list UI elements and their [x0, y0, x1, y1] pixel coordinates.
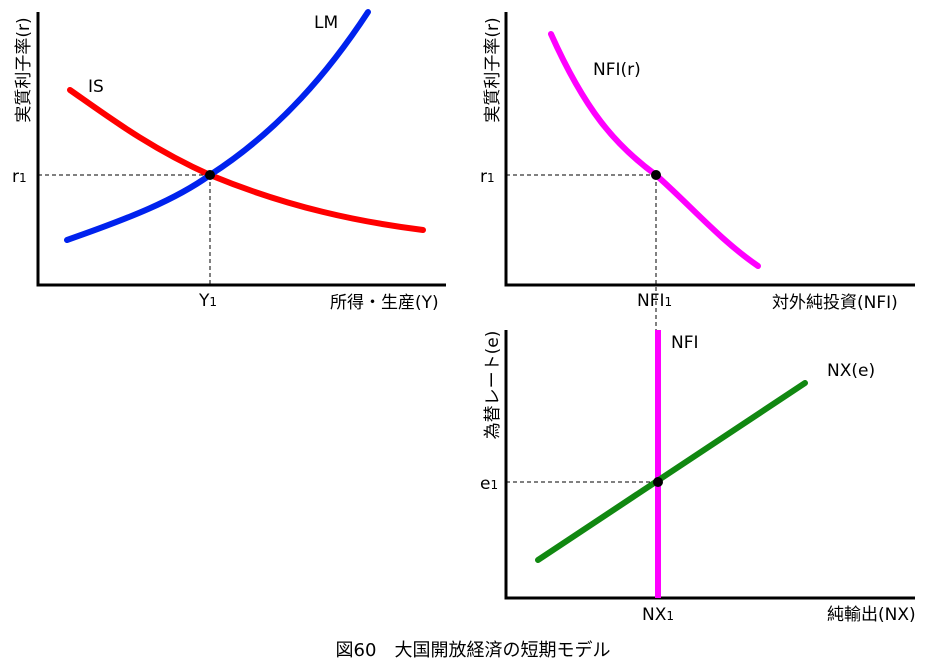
- is-curve: [67, 87, 426, 233]
- nx1-tick-label: NX1: [642, 605, 674, 625]
- e1-tick-label: e1: [480, 474, 498, 494]
- nfi-r-curve-label: NFI(r): [593, 60, 641, 80]
- nfi-y-axis-label: 実質利子率(r): [483, 17, 503, 122]
- nfi-axes: [504, 12, 915, 287]
- r1-tick-label: r1: [12, 167, 27, 187]
- figure-caption: 図60 大国開放経済の短期モデル: [336, 640, 611, 661]
- nfi-x-axis-label: 対外純投資(NFI): [772, 293, 898, 313]
- is-lm-x-axis-label: 所得・生産(Y): [330, 293, 439, 313]
- nfi1-tick-label: NFI1: [637, 291, 672, 311]
- is-lm-axes: [36, 12, 446, 287]
- nfi-r1-tick-label: r1: [480, 167, 495, 187]
- y1-tick-label: Y1: [198, 291, 217, 311]
- fx-panel: NFI NX(e) e1 NX1 純輸出(NX) 為替レート(e): [480, 330, 916, 625]
- is-curve-label: IS: [88, 77, 104, 97]
- nx-e-line-label: NX(e): [827, 361, 875, 381]
- is-lm-panel: IS LM r1 Y1 所得・生産(Y) 実質利子率(r): [12, 9, 446, 313]
- fx-equilibrium-point: [653, 477, 663, 487]
- is-lm-y-axis-label: 実質利子率(r): [14, 17, 34, 122]
- nfi-line-label: NFI: [671, 333, 699, 353]
- fx-y-axis-label: 為替レート(e): [483, 331, 503, 440]
- fx-x-axis-label: 純輸出(NX): [827, 605, 916, 625]
- nfi-panel: NFI(r) r1 NFI1 対外純投資(NFI) 実質利子率(r): [480, 12, 915, 330]
- nfi-equilibrium-point: [651, 170, 661, 180]
- nx-e-line: [535, 380, 808, 563]
- nfi-r-curve: [548, 31, 761, 269]
- fx-axes: [504, 330, 915, 600]
- lm-curve-label: LM: [314, 13, 338, 33]
- is-lm-equilibrium-point: [205, 170, 215, 180]
- lm-curve: [64, 9, 371, 243]
